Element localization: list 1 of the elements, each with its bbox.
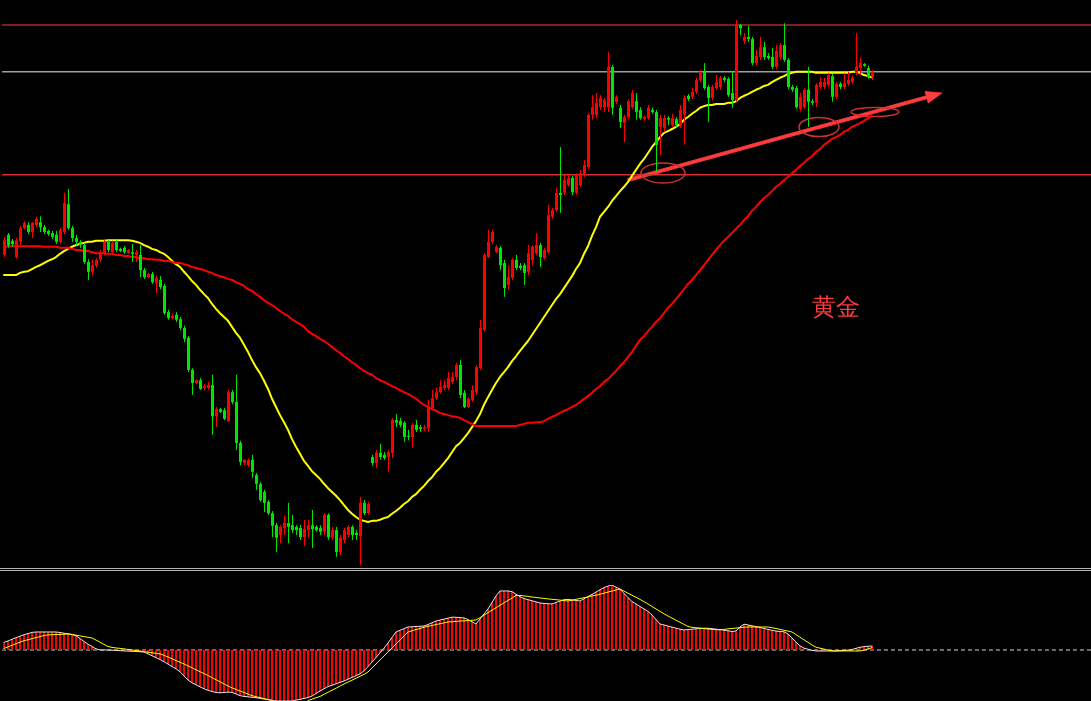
- text: 黄金: [812, 292, 860, 322]
